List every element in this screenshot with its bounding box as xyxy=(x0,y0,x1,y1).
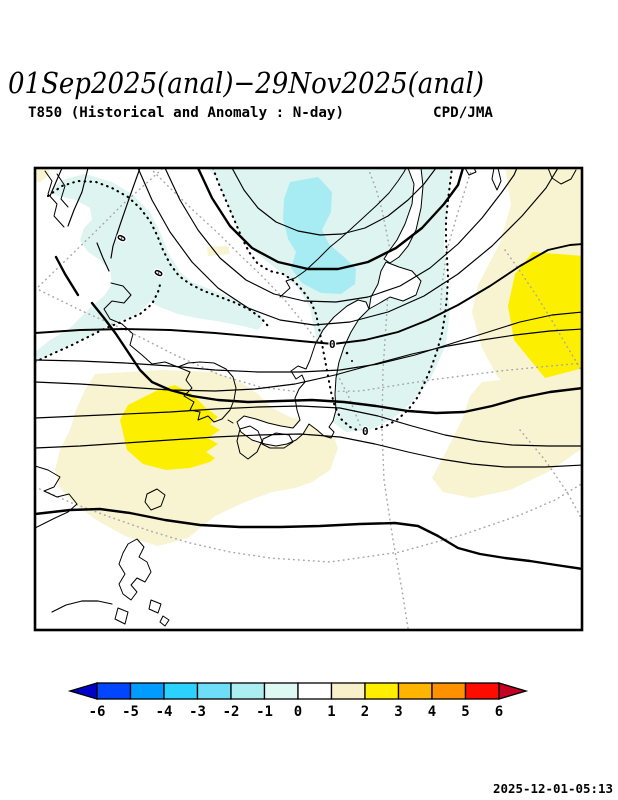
colorbar: -6 -5 -4 -3 -2 -1 0 1 2 3 4 5 6 xyxy=(67,682,529,720)
colorbar-segment xyxy=(330,682,366,700)
colorbar-tick: -5 xyxy=(122,704,139,720)
contour-line xyxy=(67,168,89,227)
colorbar-tick: 1 xyxy=(327,704,335,720)
colorbar-tick: 5 xyxy=(461,704,469,720)
coastline-honshu xyxy=(236,299,370,447)
coastline-fragment xyxy=(491,168,502,191)
colorbar-tick: 3 xyxy=(394,704,402,720)
coastline-amur-river xyxy=(44,170,65,228)
anomaly-zero-line xyxy=(374,168,454,431)
shade-pale-yellow-lower-right xyxy=(432,378,582,498)
contour-label-zero: 0 xyxy=(362,425,369,438)
colorbar-segment xyxy=(263,682,299,700)
coastline-layer xyxy=(35,168,577,627)
colorbar-segment xyxy=(397,682,433,700)
shade-cyan-japan-sea xyxy=(283,177,356,294)
coastline-fragment xyxy=(547,168,577,185)
coastline-kyushu xyxy=(236,425,263,460)
colorbar-tick: -2 xyxy=(223,704,240,720)
map-panel: 0 0 0 0 xyxy=(35,168,582,629)
graticule-line xyxy=(35,482,582,563)
colorbar-tick: 0 xyxy=(294,704,302,720)
coastline-taiwan xyxy=(144,488,166,511)
contour-line xyxy=(51,600,113,613)
agency-label: CPD/JMA xyxy=(433,105,494,121)
shade-pale-cyan-central xyxy=(208,168,452,432)
graticule-line xyxy=(367,168,409,629)
coastline-islet xyxy=(351,360,353,362)
colorbar-tick: -3 xyxy=(189,704,206,720)
coastline-siberia xyxy=(279,168,407,298)
contour-line xyxy=(231,168,437,236)
generation-timestamp: 2025-12-01-05:13 xyxy=(493,781,613,796)
contour-line xyxy=(137,168,559,326)
coastline-china xyxy=(35,465,78,529)
graticule-line xyxy=(504,249,582,374)
graticule-line xyxy=(439,168,473,319)
colorbar-segment xyxy=(163,682,199,700)
colorbar-tick: -6 xyxy=(89,704,106,720)
colorbar-tick: 4 xyxy=(428,704,436,720)
contour-line xyxy=(164,168,518,303)
coastline-sakhalin xyxy=(383,168,424,264)
coastline-island xyxy=(114,607,129,625)
colorbar-segment xyxy=(364,682,400,700)
graticule-line xyxy=(519,429,582,522)
colorbar-segment xyxy=(464,682,500,700)
colorbar-segment xyxy=(230,682,266,700)
contour-line-thick xyxy=(35,507,582,571)
contour-line-thick xyxy=(54,255,80,297)
colorbar-tick: 6 xyxy=(495,704,503,720)
contour-line xyxy=(35,311,582,373)
coastline-fragment xyxy=(464,168,477,176)
contour-layer xyxy=(35,168,582,613)
colorbar-segment xyxy=(431,682,467,700)
shade-yellow-china xyxy=(120,385,220,470)
coastline-amur-branch xyxy=(56,173,69,208)
coastline-island xyxy=(159,615,170,627)
chart-title: 01Sep2025(anal)−29Nov2025(anal) xyxy=(8,66,484,100)
colorbar-segment xyxy=(96,682,132,700)
contour-line-thick xyxy=(196,168,465,271)
coastline-bohai xyxy=(103,282,179,368)
coastline-hokkaido xyxy=(368,261,422,310)
coastline-tsushima xyxy=(227,419,234,424)
shade-pale-yellow-corner xyxy=(35,168,50,182)
contour-line xyxy=(96,242,110,272)
contour-label-zero: 0 xyxy=(329,338,336,351)
contour-line-zero xyxy=(35,243,582,345)
colorbar-tick: -1 xyxy=(256,704,273,720)
anomaly-zero-line xyxy=(46,179,270,328)
contour-line xyxy=(49,168,63,197)
contour-line xyxy=(110,168,141,259)
colorbar-segment xyxy=(297,682,333,700)
map-border xyxy=(33,166,584,632)
coastline-sado-island xyxy=(345,351,349,355)
coastline-shikoku xyxy=(261,432,294,449)
anomaly-shading-layer xyxy=(35,168,582,546)
contour-line xyxy=(35,405,582,447)
shade-yellow-right xyxy=(508,252,582,378)
coastline-luzon xyxy=(118,538,152,601)
colorbar-tick: -4 xyxy=(156,704,173,720)
contour-line xyxy=(35,328,582,392)
anomaly-zero-line xyxy=(35,279,163,364)
chart-subtitle: T850 (Historical and Anomaly : N-day) xyxy=(28,105,344,121)
colorbar-tick: 2 xyxy=(361,704,369,720)
coastline-island xyxy=(148,599,162,614)
contour-line xyxy=(35,433,582,468)
contour-line-thick xyxy=(90,301,582,415)
shade-pale-cyan-upper-left xyxy=(35,174,265,360)
colorbar-segment xyxy=(129,682,165,700)
anomaly-zero-layer xyxy=(35,168,454,432)
colorbar-segment xyxy=(196,682,232,700)
